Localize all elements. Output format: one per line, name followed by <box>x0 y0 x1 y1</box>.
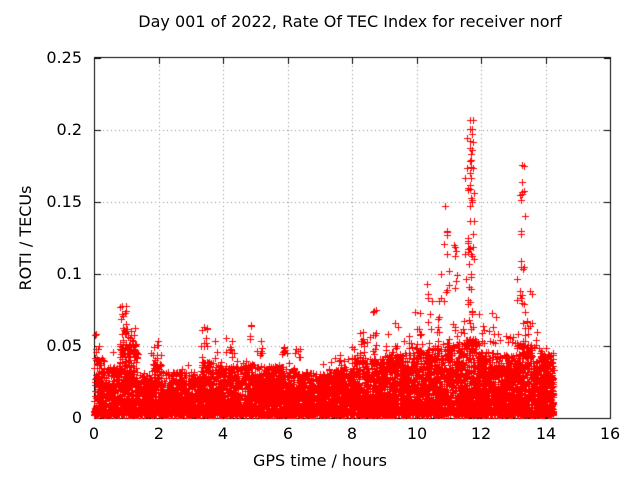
x-tick-label: 4 <box>217 424 229 443</box>
y-tick-label: 0 <box>71 408 82 427</box>
y-tick-label: 0.05 <box>46 336 82 355</box>
x-tick-label: 6 <box>282 424 294 443</box>
x-tick-label: 8 <box>346 424 358 443</box>
x-tick-label: 0 <box>88 424 100 443</box>
x-tick-label: 14 <box>535 424 557 443</box>
y-tick-label: 0.2 <box>56 120 82 139</box>
x-tick-label: 12 <box>470 424 492 443</box>
y-tick-label: 0.25 <box>46 48 82 67</box>
x-tick-label: 10 <box>406 424 428 443</box>
y-tick-label: 0.1 <box>56 264 82 283</box>
x-axis-label: GPS time / hours <box>253 451 387 470</box>
chart-title: Day 001 of 2022, Rate Of TEC Index for r… <box>138 12 562 31</box>
x-tick-label: 2 <box>153 424 165 443</box>
x-tick-label: 16 <box>599 424 621 443</box>
y-tick-label: 0.15 <box>46 192 82 211</box>
